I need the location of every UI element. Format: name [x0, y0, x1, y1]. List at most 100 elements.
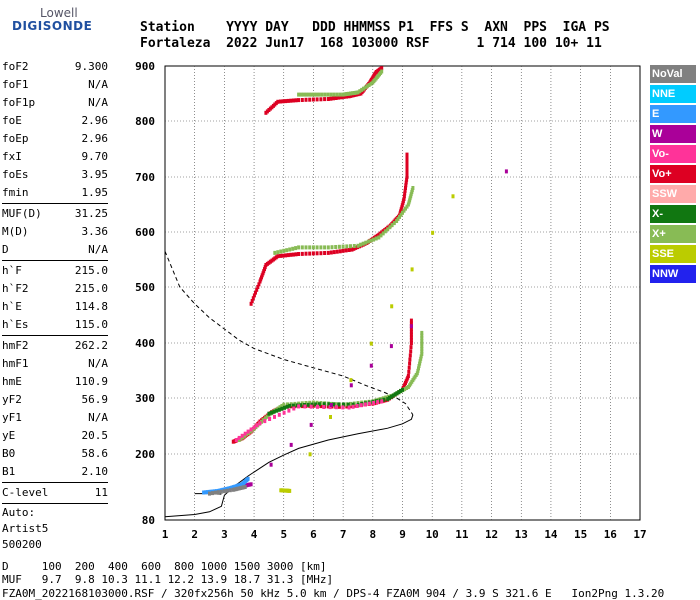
- data-point: [299, 92, 303, 97]
- data-point: [352, 244, 356, 248]
- data-point: [365, 84, 369, 89]
- data-point: [300, 251, 304, 256]
- data-point: [249, 427, 253, 432]
- data-point: [406, 202, 410, 207]
- data-point: [330, 245, 334, 250]
- data-point: [273, 414, 276, 419]
- data-point: [341, 405, 345, 410]
- data-point: [399, 388, 403, 393]
- data-point: [285, 248, 289, 253]
- data-point: [335, 92, 339, 97]
- data-point: [254, 290, 257, 295]
- data-point: [291, 403, 295, 408]
- data-point: [341, 248, 345, 253]
- data-point: [420, 341, 424, 346]
- data-point: [345, 94, 348, 99]
- station-header: Station YYYY DAY DDD HHMMSS P1 FFS S AXN…: [140, 20, 610, 52]
- data-point: [276, 254, 280, 259]
- param-group-profile: hmF2 262.2 hmF1 N/A hmE 110.9 yF2 56.9 yF1 N/A yE 2…: [2, 337, 108, 481]
- param-row-hmf2: hmF2 262.2: [2, 337, 108, 355]
- data-point: [398, 214, 401, 219]
- series-noval: [208, 485, 247, 496]
- data-point: [282, 402, 286, 407]
- param-value: N/A: [88, 78, 108, 91]
- data-point: [415, 371, 419, 376]
- param-value: 3.36: [81, 225, 109, 238]
- data-point: [285, 404, 289, 409]
- y-tick-label: 80: [142, 514, 155, 527]
- data-point: [286, 98, 290, 103]
- data-point: [326, 404, 330, 409]
- data-point: [504, 169, 508, 174]
- data-point: [291, 246, 295, 251]
- y-tick-label: 300: [135, 392, 155, 405]
- data-point: [304, 97, 308, 102]
- data-point: [405, 155, 409, 160]
- x-tick-label: 6: [310, 528, 317, 541]
- data-point: [216, 490, 220, 495]
- data-point: [341, 244, 345, 249]
- data-point: [405, 166, 409, 171]
- data-point: [355, 404, 359, 408]
- data-point: [420, 336, 424, 341]
- param-key: foE: [2, 114, 22, 127]
- data-point: [205, 490, 209, 495]
- param-row-fxi: fxI 9.70: [2, 148, 108, 166]
- data-point: [352, 246, 356, 251]
- data-point: [401, 199, 405, 204]
- data-point: [383, 229, 387, 234]
- data-point: [243, 485, 247, 489]
- data-point: [352, 91, 356, 95]
- x-tick-label: 8: [370, 528, 377, 541]
- data-point: [410, 188, 414, 193]
- data-point: [222, 489, 226, 494]
- legend-item-nnw: NNW: [650, 265, 696, 283]
- data-point: [334, 402, 338, 407]
- data-point: [350, 247, 354, 252]
- data-point: [329, 92, 333, 97]
- data-point: [297, 98, 301, 103]
- data-point: [420, 346, 424, 351]
- y-tick-label: 500: [135, 281, 155, 294]
- param-key: foF2: [2, 60, 29, 73]
- data-point: [354, 90, 358, 95]
- data-point: [361, 241, 365, 246]
- data-point: [311, 251, 315, 256]
- data-point: [219, 489, 223, 494]
- data-point: [252, 425, 256, 430]
- data-point: [327, 402, 331, 407]
- param-row-d: D N/A: [2, 241, 108, 259]
- data-point: [420, 344, 424, 349]
- data-point: [338, 92, 342, 97]
- data-point: [225, 488, 229, 493]
- param-value: 1.95: [81, 186, 109, 199]
- param-key: D: [2, 243, 9, 256]
- data-point: [356, 90, 360, 95]
- data-point: [268, 417, 272, 421]
- data-point: [395, 219, 399, 223]
- data-point: [263, 265, 267, 270]
- data-point: [410, 267, 414, 272]
- x-tick-label: 1: [162, 528, 169, 541]
- data-point: [311, 97, 315, 102]
- data-point: [366, 239, 370, 244]
- data-point: [284, 99, 288, 104]
- data-point: [407, 365, 411, 370]
- data-point: [408, 357, 412, 362]
- data-point: [397, 390, 401, 395]
- data-point: [261, 271, 265, 276]
- data-point: [395, 391, 399, 396]
- legend-item-x: X+: [650, 225, 696, 243]
- data-point: [297, 404, 301, 409]
- param-value: 58.6: [81, 447, 109, 460]
- data-point: [277, 407, 281, 412]
- data-point: [358, 89, 362, 94]
- data-point: [297, 252, 301, 256]
- param-value: 2.96: [81, 114, 109, 127]
- param-value: 2.10: [81, 465, 109, 478]
- data-point: [248, 429, 252, 434]
- data-point: [203, 490, 207, 495]
- data-point: [314, 402, 318, 407]
- data-point: [405, 158, 409, 163]
- param-group-critical-freqs: foF2 9.300 foF1 N/A foF1p N/A foE 2.96 foEp 2.96 f…: [2, 58, 108, 202]
